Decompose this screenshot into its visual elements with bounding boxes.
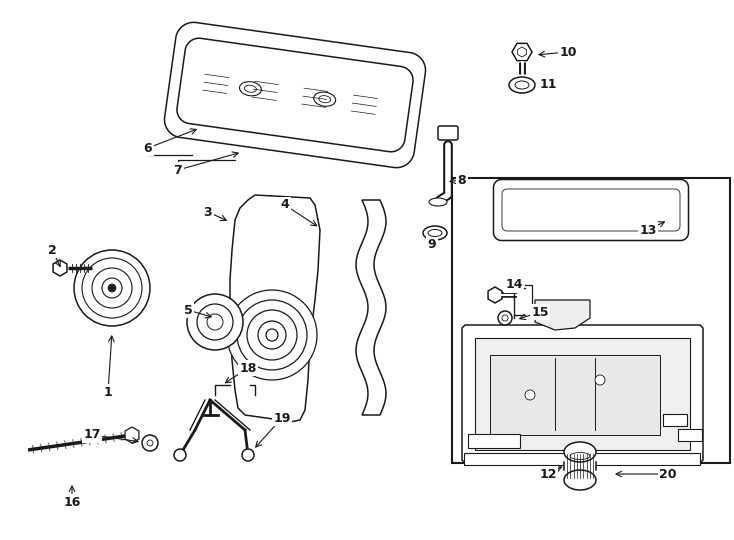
Bar	[452, 178, 730, 463]
Polygon shape	[512, 43, 532, 60]
Text: 2: 2	[48, 244, 57, 256]
Circle shape	[142, 435, 158, 451]
Text: 7: 7	[174, 164, 182, 177]
Polygon shape	[356, 200, 386, 415]
Text: 8: 8	[458, 173, 466, 186]
Text: 18: 18	[239, 361, 257, 375]
Ellipse shape	[319, 96, 331, 103]
Text: 17: 17	[83, 429, 101, 442]
Ellipse shape	[429, 198, 447, 206]
Polygon shape	[535, 300, 590, 330]
Text: 19: 19	[273, 411, 291, 424]
Polygon shape	[678, 429, 702, 441]
Text: 12: 12	[539, 468, 557, 481]
Ellipse shape	[423, 226, 447, 240]
Polygon shape	[493, 179, 688, 240]
FancyBboxPatch shape	[438, 126, 458, 140]
Polygon shape	[517, 47, 526, 57]
Ellipse shape	[564, 442, 596, 462]
Circle shape	[174, 449, 186, 461]
Polygon shape	[490, 355, 660, 435]
Polygon shape	[502, 189, 680, 231]
Ellipse shape	[509, 77, 535, 93]
Polygon shape	[230, 195, 320, 422]
Circle shape	[595, 375, 605, 385]
Circle shape	[227, 290, 317, 380]
Circle shape	[242, 449, 254, 461]
Circle shape	[108, 284, 116, 292]
Polygon shape	[663, 414, 687, 426]
Polygon shape	[462, 325, 703, 463]
Text: 3: 3	[204, 206, 212, 219]
Polygon shape	[53, 260, 67, 276]
Circle shape	[525, 390, 535, 400]
Polygon shape	[177, 38, 413, 152]
Text: 9: 9	[428, 239, 436, 252]
Polygon shape	[468, 434, 520, 448]
Polygon shape	[464, 453, 700, 465]
Text: 16: 16	[63, 496, 81, 509]
Text: 4: 4	[280, 199, 289, 212]
Text: 13: 13	[639, 224, 657, 237]
Text: 14: 14	[505, 279, 523, 292]
Text: 10: 10	[559, 45, 577, 58]
Bar	[564, 452, 596, 480]
Ellipse shape	[564, 470, 596, 490]
Ellipse shape	[313, 92, 335, 106]
Text: 6: 6	[144, 141, 153, 154]
Polygon shape	[164, 22, 426, 167]
Text: 5: 5	[184, 303, 192, 316]
Polygon shape	[488, 287, 502, 303]
Text: 1: 1	[103, 386, 112, 399]
Ellipse shape	[244, 85, 256, 92]
Text: 15: 15	[531, 306, 549, 319]
Circle shape	[498, 311, 512, 325]
Polygon shape	[125, 427, 139, 443]
Text: 20: 20	[659, 468, 677, 481]
Polygon shape	[475, 338, 690, 450]
Circle shape	[187, 294, 243, 350]
Ellipse shape	[239, 82, 261, 96]
Circle shape	[74, 250, 150, 326]
Text: 11: 11	[539, 78, 557, 91]
